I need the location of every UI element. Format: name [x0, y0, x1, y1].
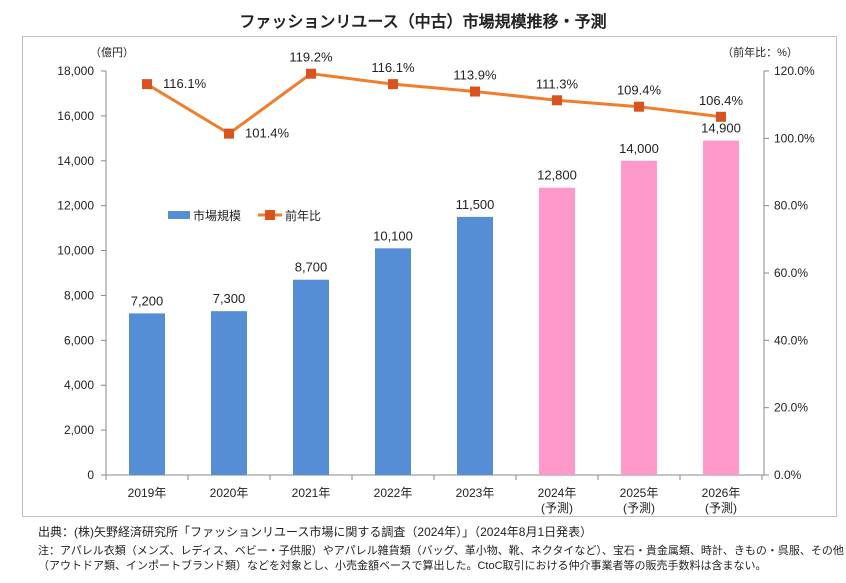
line-label: 113.9% — [453, 68, 497, 83]
right-tick-label: 100.0% — [774, 131, 815, 145]
left-tick-label: 8,000 — [64, 288, 94, 302]
bar-label: 11,500 — [456, 197, 495, 212]
bar-0 — [129, 313, 165, 475]
bar-label: 14,900 — [701, 121, 741, 136]
x-tick-label: 2023年 — [456, 486, 495, 500]
x-tick-label: 2022年 — [374, 486, 413, 500]
right-tick-label: 40.0% — [774, 333, 808, 347]
line-label: 116.1% — [163, 76, 207, 91]
x-tick-label: 2026年 — [702, 486, 741, 500]
legend-label-bar: 市場規模 — [193, 208, 241, 223]
line-marker-2 — [306, 68, 316, 79]
line-label: 101.4% — [245, 126, 290, 141]
bar-5 — [539, 187, 575, 475]
x-tick-label: (予測) — [623, 501, 655, 515]
x-tick-label: 2025年 — [620, 486, 659, 500]
left-axis-title: （億円） — [90, 46, 134, 59]
x-tick-label: (予測) — [705, 501, 737, 515]
x-tick-label: 2021年 — [292, 486, 331, 500]
right-tick-label: 20.0% — [774, 401, 808, 415]
line-label: 111.3% — [536, 76, 579, 91]
line-label: 106.4% — [699, 93, 744, 108]
line-label: 119.2% — [289, 50, 333, 65]
bar-4 — [457, 216, 493, 475]
source-text: 出典：(株)矢野経済研究所「ファッションリユース市場に関する調査（2024年）」… — [38, 525, 593, 539]
right-tick-label: 80.0% — [774, 199, 808, 213]
left-tick-label: 6,000 — [64, 333, 94, 347]
line-series — [146, 72, 722, 136]
left-tick-label: 16,000 — [57, 109, 94, 123]
line-label: 116.1% — [371, 60, 415, 75]
line-marker-1 — [224, 128, 234, 139]
right-axis-title: （前年比：%） — [722, 45, 798, 59]
left-tick-label: 4,000 — [64, 378, 94, 392]
legend-swatch-bar — [168, 211, 190, 219]
line-marker-6 — [634, 101, 644, 112]
right-tick-label: 0.0% — [774, 468, 802, 482]
chart-frame — [22, 36, 837, 517]
left-tick-label: 18,000 — [57, 64, 94, 78]
left-tick-label: 0 — [87, 468, 94, 482]
line-marker-4 — [470, 86, 480, 97]
bar-3 — [375, 248, 411, 475]
legend-label-line: 前年比 — [285, 208, 321, 223]
line-marker-7 — [716, 111, 726, 122]
legend-marker — [265, 210, 275, 220]
bar-label: 12,800 — [537, 168, 577, 183]
bar-6 — [621, 160, 657, 475]
bar-label: 7,300 — [213, 291, 246, 306]
line-marker-5 — [552, 95, 562, 106]
bar-label: 14,000 — [619, 141, 659, 156]
x-tick-label: 2020年 — [210, 486, 249, 500]
right-tick-label: 120.0% — [774, 64, 815, 78]
line-marker-3 — [388, 79, 398, 90]
left-tick-label: 10,000 — [57, 244, 94, 258]
right-tick-label: 60.0% — [774, 266, 808, 280]
bar-label: 7,200 — [131, 293, 164, 308]
bar-1 — [211, 311, 247, 475]
left-tick-label: 12,000 — [57, 199, 94, 213]
left-tick-label: 2,000 — [64, 423, 94, 437]
bar-label: 10,100 — [373, 228, 413, 243]
bar-2 — [293, 279, 329, 475]
bar-label: 8,700 — [295, 260, 328, 275]
note-line-1: 注：アパレル衣類（メンズ、レディス、ベビー・子供服）やアパレル雑貨類（バッグ、革… — [38, 545, 844, 557]
x-tick-label: 2024年 — [538, 486, 577, 500]
line-marker-0 — [142, 79, 152, 90]
x-tick-label: (予測) — [541, 501, 573, 515]
left-tick-label: 14,000 — [57, 154, 94, 168]
chart-title: ファッションリユース（中古）市場規模推移・予測 — [239, 14, 607, 31]
bar-7 — [703, 140, 739, 476]
note-line-2: （アウトドア類、インポートブランド類）などを対象とし、小売金額ベースで算出した。… — [38, 560, 767, 572]
line-label: 109.4% — [617, 83, 662, 98]
x-tick-label: 2019年 — [128, 486, 167, 500]
